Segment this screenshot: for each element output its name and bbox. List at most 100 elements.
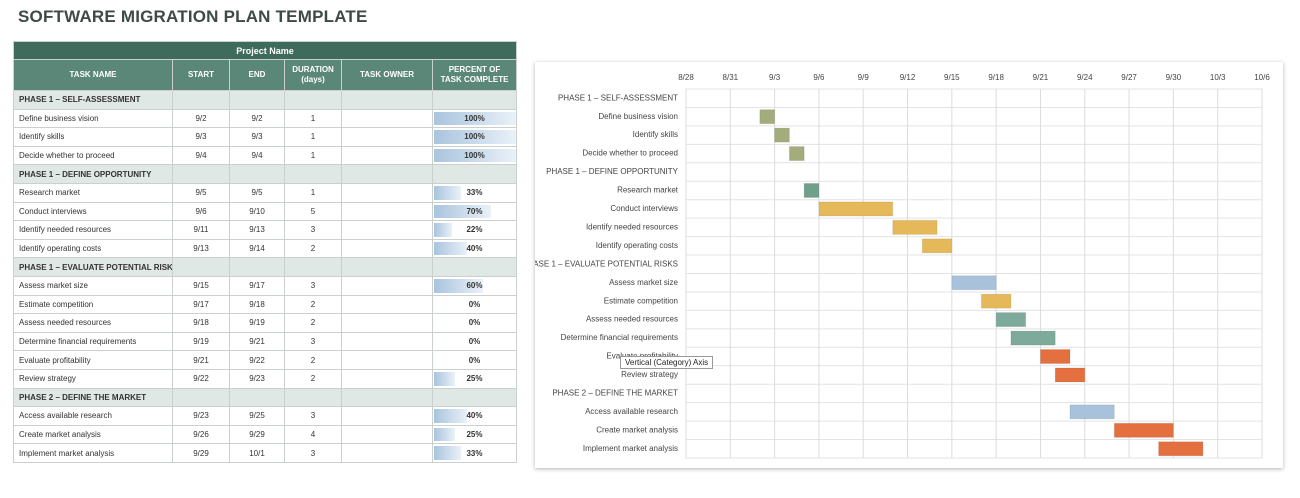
x-tick-label: 9/30: [1166, 73, 1182, 82]
duration: 3: [284, 275, 342, 296]
y-tick-label: Create market analysis: [596, 425, 678, 434]
start-date: 9/2: [172, 108, 230, 129]
task-owner: [341, 108, 433, 129]
empty-cell: [341, 257, 433, 277]
end-date: 9/18: [229, 294, 285, 315]
x-tick-label: 8/28: [678, 73, 694, 82]
phase-name: PHASE 1 – SELF-ASSESSMENT: [13, 90, 173, 110]
percent-cell: 0%: [432, 313, 517, 333]
task-row: Create market analysis 9/26 9/29 4 25%: [13, 424, 517, 445]
empty-cell: [432, 90, 517, 110]
percent-cell: 100%: [432, 127, 517, 147]
duration: 1: [284, 108, 342, 129]
percent-bar: [434, 371, 455, 386]
task-name: Create market analysis: [13, 424, 173, 445]
duration: 2: [284, 238, 342, 259]
task-row: Implement market analysis 9/29 10/1 3 33%: [13, 443, 517, 463]
phase-row: PHASE 1 – DEFINE OPPORTUNITY: [13, 164, 517, 184]
empty-cell: [341, 164, 433, 184]
column-header: END: [229, 59, 285, 91]
start-date: 9/15: [172, 275, 230, 296]
percent-label: 0%: [468, 355, 481, 365]
percent-bar: [434, 427, 455, 442]
percent-cell: 0%: [432, 350, 517, 370]
gantt-bar: [892, 219, 938, 235]
empty-cell: [432, 387, 517, 408]
percent-cell: 0%: [432, 331, 517, 352]
task-name: Access available research: [13, 406, 173, 426]
percent-cell: 100%: [432, 145, 517, 166]
phase-row: PHASE 2 – DEFINE THE MARKET: [13, 387, 517, 408]
percent-cell: 40%: [432, 406, 517, 426]
empty-cell: [172, 164, 230, 184]
task-row: Estimate competition 9/17 9/18 2 0%: [13, 294, 517, 315]
percent-bar: [434, 148, 516, 163]
start-date: 9/19: [172, 331, 230, 352]
task-row: Research market 9/5 9/5 1 33%: [13, 182, 517, 203]
percent-bar: [434, 185, 462, 200]
duration: 5: [284, 201, 342, 222]
y-tick-label: Decide whether to proceed: [582, 149, 678, 158]
empty-cell: [172, 90, 230, 110]
task-name: Decide whether to proceed: [13, 145, 173, 166]
gantt-panel: 8/28 8/31 9/3 9/6 9/9 9/12 9/15 9/18 9/21 9/24 9/2…: [522, 62, 1283, 468]
task-row: Assess needed resources 9/18 9/19 2 0%: [13, 313, 517, 333]
y-tick-label: Assess market size: [609, 278, 678, 287]
percent-cell: 33%: [432, 443, 517, 463]
phase-row: PHASE 1 – EVALUATE POTENTIAL RISKS: [13, 257, 517, 277]
y-tick-label: Estimate competition: [604, 296, 678, 305]
empty-cell: [229, 257, 285, 277]
x-tick-label: 9/27: [1121, 73, 1137, 82]
gantt-bar: [1113, 422, 1174, 438]
end-date: 9/21: [229, 331, 285, 352]
percent-bar: [434, 130, 516, 144]
y-tick-label: Identify operating costs: [596, 241, 678, 250]
gantt-bar: [774, 127, 790, 143]
percent-label: 40%: [466, 411, 483, 421]
y-tick-label: Define business vision: [598, 112, 678, 121]
column-header: TASK OWNER: [341, 59, 433, 91]
end-date: 9/13: [229, 220, 285, 240]
end-date: 9/25: [229, 406, 285, 426]
y-tick-label: Access available research: [585, 407, 678, 416]
task-name: Evaluate profitability: [13, 350, 173, 370]
empty-cell: [341, 90, 433, 110]
percent-cell: 22%: [432, 220, 517, 240]
empty-cell: [284, 90, 342, 110]
percent-bar: [434, 223, 453, 237]
percent-label: 60%: [466, 281, 483, 291]
percent-cell: 70%: [432, 201, 517, 222]
duration: 1: [284, 182, 342, 203]
percent-cell: 100%: [432, 108, 517, 129]
phase-row: PHASE 1 – SELF-ASSESSMENT: [13, 90, 517, 110]
x-tick-label: 9/21: [1033, 73, 1049, 82]
duration: 1: [284, 127, 342, 147]
y-tick-label: Identify needed resources: [586, 222, 678, 231]
gantt-bar: [759, 109, 776, 125]
duration: 2: [284, 294, 342, 315]
x-tick-label: 9/9: [858, 73, 870, 82]
gantt-bar: [1069, 404, 1115, 420]
gantt-bar: [980, 293, 1012, 309]
task-owner: [341, 275, 433, 296]
end-date: 9/17: [229, 275, 285, 296]
start-date: 9/18: [172, 313, 230, 333]
task-name: Assess needed resources: [13, 313, 173, 333]
gantt-bar: [788, 146, 805, 162]
start-date: 9/26: [172, 424, 230, 445]
empty-cell: [284, 257, 342, 277]
start-date: 9/3: [172, 127, 230, 147]
end-date: 9/23: [229, 368, 285, 389]
task-owner: [341, 313, 433, 333]
task-name: Identify needed resources: [13, 220, 173, 240]
gantt-bar: [921, 238, 953, 254]
task-name: Estimate competition: [13, 294, 173, 315]
empty-cell: [229, 90, 285, 110]
percent-cell: 25%: [432, 368, 517, 389]
x-tick-label: 8/31: [723, 73, 739, 82]
project-name: Project Name: [13, 41, 517, 60]
x-tick-label: 9/3: [769, 73, 781, 82]
end-date: 9/4: [229, 145, 285, 166]
gantt-bar: [995, 312, 1027, 328]
